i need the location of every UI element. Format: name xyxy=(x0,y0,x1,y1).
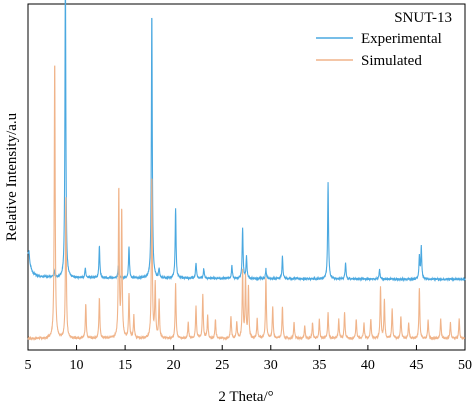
x-tick-label: 35 xyxy=(312,358,326,373)
x-tick-label: 25 xyxy=(215,358,229,373)
x-tick-label: 50 xyxy=(458,358,472,373)
x-axis-ticks: 5 10 15 20 25 30 35 40 45 50 xyxy=(25,345,472,373)
x-tick-label: 45 xyxy=(409,358,423,373)
x-tick-label: 15 xyxy=(118,358,132,373)
plot-frame xyxy=(27,3,466,351)
y-axis-title: Relative Intensity/a.u xyxy=(4,112,20,241)
series-layer xyxy=(27,0,466,342)
x-tick-label: 30 xyxy=(264,358,278,373)
x-tick-label: 20 xyxy=(167,358,181,373)
series-line-simulated xyxy=(27,65,466,342)
legend-label-experimental: Experimental xyxy=(361,31,442,47)
legend: Experimental Simulated xyxy=(316,31,442,69)
x-axis-title: 2 Theta/° xyxy=(218,389,273,405)
x-tick-label: 40 xyxy=(361,358,375,373)
legend-label-simulated: Simulated xyxy=(361,53,422,69)
x-tick-label: 10 xyxy=(70,358,84,373)
chart-title: SNUT-13 xyxy=(394,10,452,26)
series-line-experimental xyxy=(27,0,466,283)
x-tick-label: 5 xyxy=(25,358,32,373)
